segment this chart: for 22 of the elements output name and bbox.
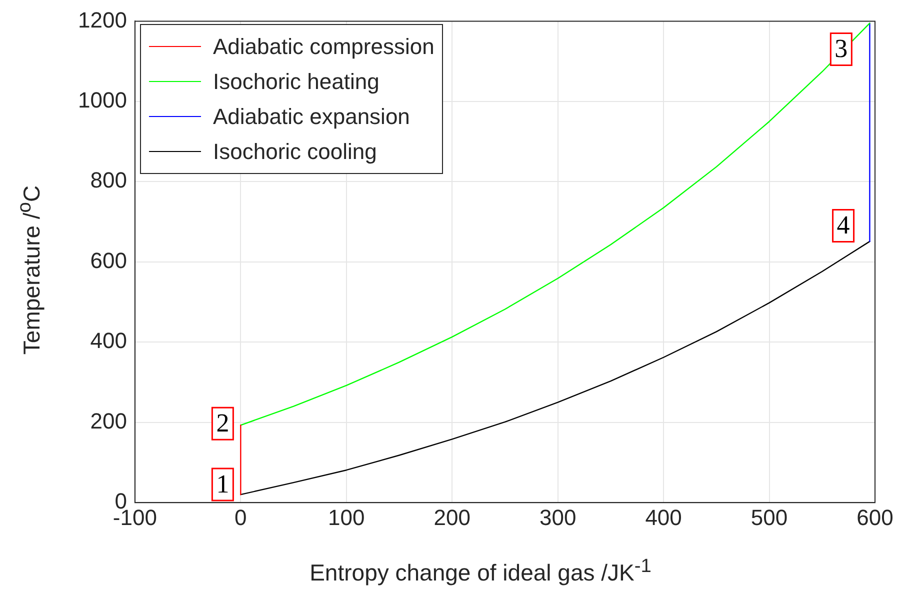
y-tick-label: 200: [90, 408, 127, 434]
y-tick-label: 1200: [78, 7, 127, 32]
y-tick-label: 1000: [78, 87, 127, 112]
x-tick-label: 600: [856, 504, 894, 530]
annotation: 4: [836, 210, 850, 240]
annotation: 2: [216, 408, 230, 438]
x-tick-label: 200: [434, 504, 470, 530]
x-tick-label: 100: [328, 504, 365, 530]
y-tick-label: 400: [90, 328, 127, 354]
x-tick-label: 500: [750, 504, 788, 530]
y-tick-label: 800: [90, 168, 127, 193]
y-tick-label: 600: [90, 248, 127, 273]
legend-label: Isochoric heating: [213, 68, 380, 94]
x-tick-label: 0: [234, 504, 247, 530]
legend-label: Adiabatic compression: [213, 34, 434, 60]
x-tick-label: 300: [539, 504, 576, 530]
legend-label: Adiabatic expansion: [213, 104, 410, 130]
x-tick-label: 400: [645, 504, 682, 530]
annotation: 1: [216, 469, 230, 498]
annotation: 3: [834, 34, 848, 64]
legend-label: Isochoric cooling: [213, 138, 377, 164]
x-axis-title: Entropy change of ideal gas /JK$^{-1}$: [308, 556, 652, 587]
